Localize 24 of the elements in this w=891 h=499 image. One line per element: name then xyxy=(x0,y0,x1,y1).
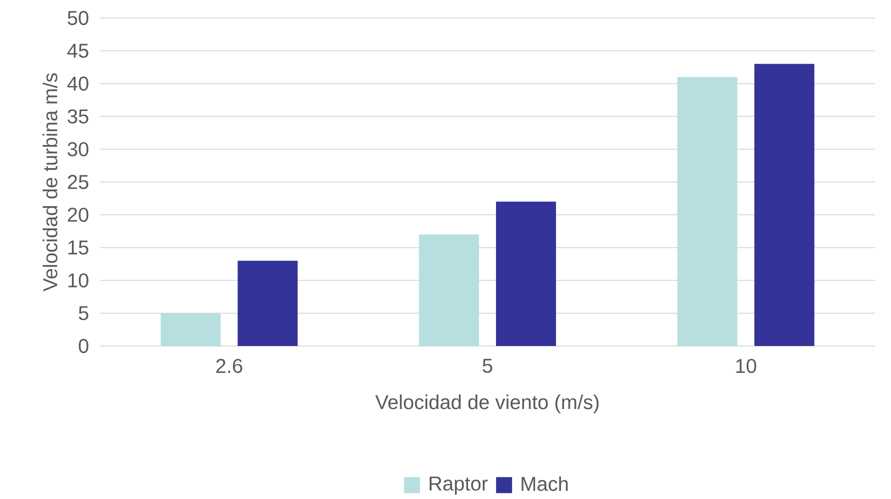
y-tick-label: 25 xyxy=(68,174,88,190)
y-tick-label: 5 xyxy=(78,306,88,320)
y-tick-label: 20 xyxy=(68,208,88,222)
y-tick-label: 15 xyxy=(68,240,88,255)
bar xyxy=(677,77,738,346)
x-tick-label: 10 xyxy=(736,358,756,374)
y-tick-label: 30 xyxy=(68,142,88,156)
y-tick-label: 50 xyxy=(68,10,88,26)
y-tick-label: 40 xyxy=(67,76,88,91)
bar xyxy=(419,234,480,346)
y-tick-label: 10 xyxy=(68,273,88,288)
y-tick-label: 35 xyxy=(68,109,88,124)
legend-label: Mach xyxy=(522,476,568,492)
x-axis-title: Velocidad de viento (m/s) xyxy=(375,394,599,414)
y-axis-title: Velocidad de turbina m/s xyxy=(42,73,58,292)
bar xyxy=(160,313,221,346)
y-tick-label: 0 xyxy=(78,338,88,354)
x-tick-label: 2.6 xyxy=(216,358,242,374)
x-tick-label: 5 xyxy=(482,358,492,373)
bar xyxy=(238,260,298,346)
bar xyxy=(496,202,556,346)
bar xyxy=(754,64,814,346)
y-tick-label: 45 xyxy=(67,44,88,58)
legend-label: Raptor xyxy=(430,476,488,495)
